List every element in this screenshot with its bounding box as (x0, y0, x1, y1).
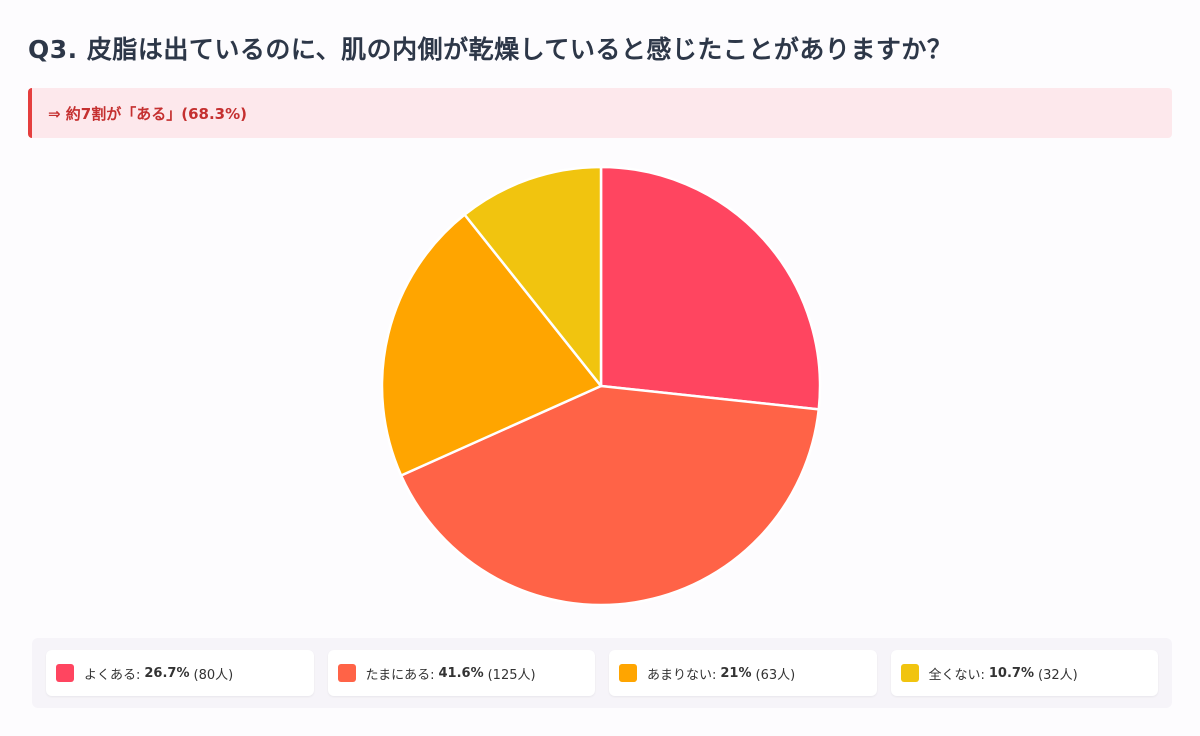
legend-swatch (337, 664, 356, 682)
question-title: Q3. 皮脂は出ているのに、肌の内側が乾燥していると感じたことがありますか？ (28, 35, 953, 64)
pie-chart-area (0, 150, 1200, 625)
result-highlight-text: ⇒ 約7割が「ある」(68.3%) (48, 104, 247, 123)
legend-label: 全くない: (928, 667, 985, 683)
legend-percent: 10.7% (988, 665, 1034, 681)
legend-label: あまりない: (647, 667, 717, 683)
legend-item-amari-nai[interactable]: あまりない: 21% (63人) (609, 650, 877, 696)
pie-chart (380, 165, 822, 607)
legend-count: (63人) (755, 667, 796, 683)
result-highlight-box: ⇒ 約7割が「ある」(68.3%) (28, 88, 1172, 138)
legend-percent: 21% (720, 665, 752, 681)
pie-slice-amari-nai[interactable] (380, 213, 603, 477)
chart-legend: よくある: 26.7% (80人) たまにある: 41.6% (125人) あま… (32, 638, 1172, 708)
legend-count: (125人) (487, 667, 536, 683)
legend-percent: 26.7% (144, 665, 190, 681)
legend-label: たまにある: (365, 667, 435, 683)
legend-item-yoku-aru[interactable]: よくある: 26.7% (80人) (46, 650, 314, 696)
legend-label: よくある: (84, 667, 141, 683)
legend-swatch (56, 664, 74, 682)
legend-percent: 41.6% (438, 665, 484, 681)
pie-slice-mattaku-nai[interactable] (463, 165, 603, 388)
legend-item-mattaku-nai[interactable]: 全くない: 10.7% (32人) (890, 650, 1158, 696)
legend-swatch (900, 664, 919, 682)
legend-count: (80人) (193, 667, 234, 683)
pie-slice-yoku-aru[interactable] (599, 165, 822, 411)
legend-swatch (619, 664, 637, 682)
legend-item-tamani-aru[interactable]: たまにある: 41.6% (125人) (327, 650, 595, 696)
pie-slice-tamani-aru[interactable] (399, 384, 821, 607)
legend-count: (32人) (1038, 667, 1078, 683)
